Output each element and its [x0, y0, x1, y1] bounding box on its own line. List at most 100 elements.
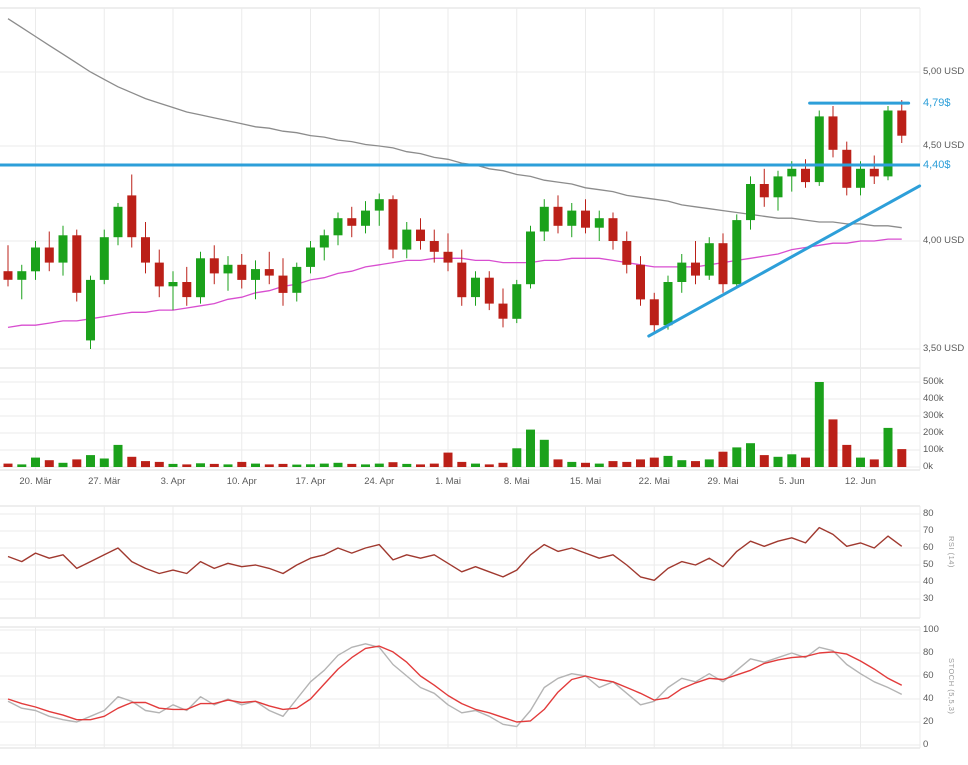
support-price-tag: 4,40$ [923, 159, 951, 171]
candle [663, 275, 673, 330]
rsi-panel [7, 526, 903, 581]
x-axis-label-date: 1. Mai [435, 476, 461, 487]
volume-bar [691, 461, 700, 468]
volume-bar [182, 464, 192, 467]
volume-bar [649, 457, 659, 467]
volume-bar [429, 463, 439, 467]
volume-bar [292, 464, 302, 467]
y-axis-label-rsi: 60 [923, 542, 934, 553]
candle [622, 231, 632, 274]
volume-bar [86, 455, 95, 467]
y-axis-label-stoch: 100 [923, 624, 939, 635]
candle [182, 266, 192, 306]
candle [869, 155, 879, 184]
volume-bar [154, 461, 164, 467]
volume-bar [72, 459, 82, 468]
volume-bar [44, 460, 54, 467]
volume-bar [347, 463, 357, 467]
volume-bar [31, 457, 40, 467]
volume-bar [388, 462, 398, 467]
volume-bar [17, 464, 27, 467]
volume-bar [746, 443, 755, 467]
candle [292, 262, 302, 302]
candle [746, 176, 755, 230]
volume-bar [553, 459, 563, 468]
y-axis-label-volume: 500k [923, 376, 944, 387]
candle [704, 237, 714, 280]
ascending-trendline[interactable] [647, 184, 922, 338]
candle [457, 249, 467, 306]
volume-bar [718, 451, 728, 467]
volume-bar [856, 457, 865, 467]
volume-bar [168, 463, 178, 467]
main-price-panel [3, 18, 907, 349]
volume-bar [759, 455, 769, 467]
candle [86, 275, 95, 349]
volume-panel [3, 382, 907, 468]
candle [3, 245, 13, 287]
volume-bar [636, 459, 645, 468]
y-axis-label-rsi: 80 [923, 508, 934, 519]
candle [567, 203, 577, 238]
candle [581, 199, 590, 234]
y-axis-label-stoch: 80 [923, 647, 934, 658]
candle [306, 241, 315, 274]
volume-bar [127, 456, 137, 467]
candle [402, 222, 412, 259]
volume-bar [567, 461, 577, 467]
candle [526, 225, 535, 289]
x-axis-label-date: 29. Mai [707, 476, 739, 487]
candle [361, 201, 370, 234]
y-axis-label-rsi: 30 [923, 593, 934, 604]
volume-bar [484, 464, 494, 467]
candle [484, 271, 494, 311]
volume-bar [814, 382, 824, 467]
stochastic-K-line [7, 643, 903, 728]
stoch-panel-title: STOCH (5,5,3) [947, 657, 956, 714]
gridlines [0, 7, 921, 749]
candle [264, 251, 274, 285]
candle [429, 229, 439, 263]
volume-bar [374, 463, 384, 467]
candle [196, 251, 205, 304]
y-axis-label-rsi: 50 [923, 559, 934, 570]
x-axis-label-date: 8. Mai [503, 476, 530, 487]
volume-bar [333, 462, 343, 468]
x-axis-label-date: 24. Apr [364, 476, 395, 487]
candle [842, 141, 852, 196]
candle [883, 106, 893, 181]
y-axis-label-price: 5,00 USD [923, 66, 965, 77]
candle [58, 225, 68, 276]
volume-bar [869, 459, 879, 468]
volume-bar [787, 454, 797, 468]
volume-bar [677, 460, 687, 467]
x-axis-label-date: 27. Mär [88, 476, 121, 487]
x-axis-label-date: 17. Apr [295, 476, 326, 487]
x-axis-label-date: 12. Jun [844, 476, 877, 487]
y-axis-label-volume: 100k [923, 444, 944, 455]
candle [223, 256, 233, 291]
volume-bar [443, 452, 453, 468]
candle [718, 233, 728, 293]
volume-bar [801, 457, 810, 467]
candle [677, 254, 687, 293]
volume-bar [498, 462, 508, 468]
candle [814, 110, 824, 186]
volume-bar [99, 458, 109, 467]
volume-bar [416, 464, 425, 467]
candle [209, 245, 219, 285]
candle [759, 168, 769, 207]
y-axis-label-price: 4,50 USD [923, 140, 965, 151]
volume-bar [457, 461, 467, 467]
candle [333, 212, 343, 246]
stochastic-D-line [7, 645, 903, 723]
volume-bar [883, 427, 893, 467]
candle [539, 199, 549, 241]
candle [168, 271, 178, 311]
resistance-price-tag: 4,79$ [923, 97, 951, 110]
volume-bar [237, 461, 247, 467]
volume-bar [141, 461, 150, 468]
volume-bar [264, 464, 274, 467]
